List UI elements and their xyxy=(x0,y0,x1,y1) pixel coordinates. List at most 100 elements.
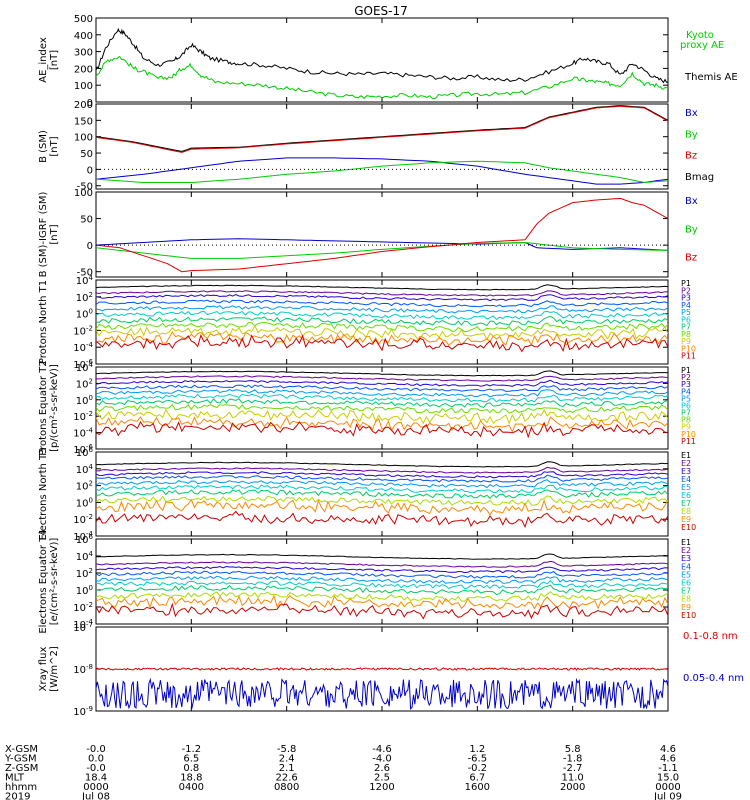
legend-entry: P1 xyxy=(681,279,691,288)
series-line xyxy=(96,474,668,483)
series-line xyxy=(96,471,668,479)
series-line xyxy=(96,667,668,671)
y-tick-label: 102 xyxy=(76,567,93,580)
y-axis-label: AE_index[nT] xyxy=(38,37,60,83)
legend-entry: P5 xyxy=(681,394,691,403)
y-axis-label: Electrons North T3 xyxy=(38,447,49,540)
x-tick-label: Jul 09 xyxy=(653,792,682,800)
y-tick-label: 50 xyxy=(80,149,93,160)
legend-entry: E5 xyxy=(681,570,691,579)
series-line xyxy=(96,403,668,414)
legend: Bx By Bz Bmag xyxy=(685,108,714,183)
y-tick-label: 104 xyxy=(76,361,94,374)
panel-3: 100 50 0 -50 B (SM)-IGRF (SM)[nT] Bx By Bz xyxy=(38,188,698,279)
series-line xyxy=(96,27,668,84)
y-tick-label: 0 xyxy=(87,98,93,109)
legend-entry: E4 xyxy=(681,562,691,571)
y-tick-label: 102 xyxy=(76,377,93,390)
x-row-label: Y-GSM xyxy=(4,754,37,765)
y-tick-label: 150 xyxy=(74,116,93,127)
series-line xyxy=(96,677,668,710)
y-tick-label: 0 xyxy=(87,165,93,176)
legend-entry: P9 xyxy=(681,423,691,432)
series-line xyxy=(96,553,668,560)
legend-entry: E2 xyxy=(681,459,691,468)
legend-entry: P2 xyxy=(681,373,691,382)
series-line xyxy=(96,331,668,346)
x-tick-label: 1200 xyxy=(369,782,394,793)
legend-entry: E9 xyxy=(681,515,691,524)
y-tick-label: 200 xyxy=(74,64,93,75)
series-line xyxy=(96,602,668,620)
y-tick-label: 400 xyxy=(74,31,93,42)
x-row-label: 2019 xyxy=(5,792,30,800)
legend-entry: P3 xyxy=(681,294,691,303)
series-line xyxy=(96,379,668,387)
series-line xyxy=(96,484,668,494)
y-tick-label: 10-4 xyxy=(73,427,93,440)
series-line xyxy=(96,498,668,516)
legend-entry: P4 xyxy=(681,301,691,310)
y-tick-label: -50 xyxy=(77,182,93,193)
legend-entry: P11 xyxy=(681,352,696,361)
legend-entry: Bz xyxy=(685,151,697,162)
series-line xyxy=(96,310,668,321)
legend-entry: P2 xyxy=(681,286,691,295)
series-line xyxy=(96,197,668,273)
x-tick-label: 0000 xyxy=(83,782,108,793)
y-tick-label: 100 xyxy=(76,308,93,321)
series-line xyxy=(96,160,668,184)
y-tick-label: 102 xyxy=(76,291,93,304)
x-tick-label: 5.8 xyxy=(565,744,581,755)
y-axis-label: Electrons Equator T4[e/(cm²-s-sr-keV)] xyxy=(38,529,60,633)
legend-entry: E2 xyxy=(681,546,691,555)
legend-entry: P8 xyxy=(681,416,691,425)
y-axis-label: B (SM)[nT] xyxy=(38,130,60,163)
series-line xyxy=(96,375,668,382)
y-tick-label: 104 xyxy=(76,550,94,563)
legend-entry: P6 xyxy=(681,315,691,324)
series-line xyxy=(96,294,668,302)
y-tick-label: 200 xyxy=(74,100,93,111)
series-line xyxy=(96,55,668,100)
series-line xyxy=(96,489,668,500)
series-line xyxy=(96,421,668,439)
series-line xyxy=(96,370,668,377)
x-tick-label: -2.7 xyxy=(563,763,583,774)
y-tick-label: 10-8 xyxy=(73,663,93,676)
legend-entry: Kyoto xyxy=(686,30,714,41)
x-tick-label: 2.4 xyxy=(279,754,295,765)
series-line xyxy=(96,105,668,152)
y-tick-label: 100 xyxy=(76,394,93,407)
series-line xyxy=(96,560,668,568)
series-line xyxy=(96,570,668,579)
series-line xyxy=(96,324,668,341)
series-line xyxy=(96,333,668,353)
y-tick-label: 104 xyxy=(76,274,94,287)
legend-entry: Bmag xyxy=(685,172,714,183)
legend-entry: P9 xyxy=(681,337,691,346)
y-tick-label: 100 xyxy=(74,133,93,144)
legend-entry: E10 xyxy=(681,523,696,532)
series-line xyxy=(96,594,668,610)
y-tick-label: 106 xyxy=(76,533,94,546)
legend-entry: P4 xyxy=(681,387,691,396)
panel-frame xyxy=(95,103,669,190)
legend-entry: E7 xyxy=(681,587,691,596)
legend-entry: E6 xyxy=(681,491,691,500)
y-axis-label: B (SM)-IGRF (SM)[nT] xyxy=(38,192,60,278)
x-tick-label: -0.0 xyxy=(86,744,106,755)
x-tick-label: 18.8 xyxy=(180,773,202,784)
legend-entry: P10 xyxy=(681,430,696,439)
x-tick-label: 2.6 xyxy=(374,763,390,774)
series-line xyxy=(96,398,668,408)
legend-entry: proxy AE xyxy=(680,40,724,51)
y-tick-label: 10-7 xyxy=(73,621,93,634)
legend-entry: Bz xyxy=(685,253,697,264)
legend-entry: 0.1-0.8 nm xyxy=(683,631,738,642)
